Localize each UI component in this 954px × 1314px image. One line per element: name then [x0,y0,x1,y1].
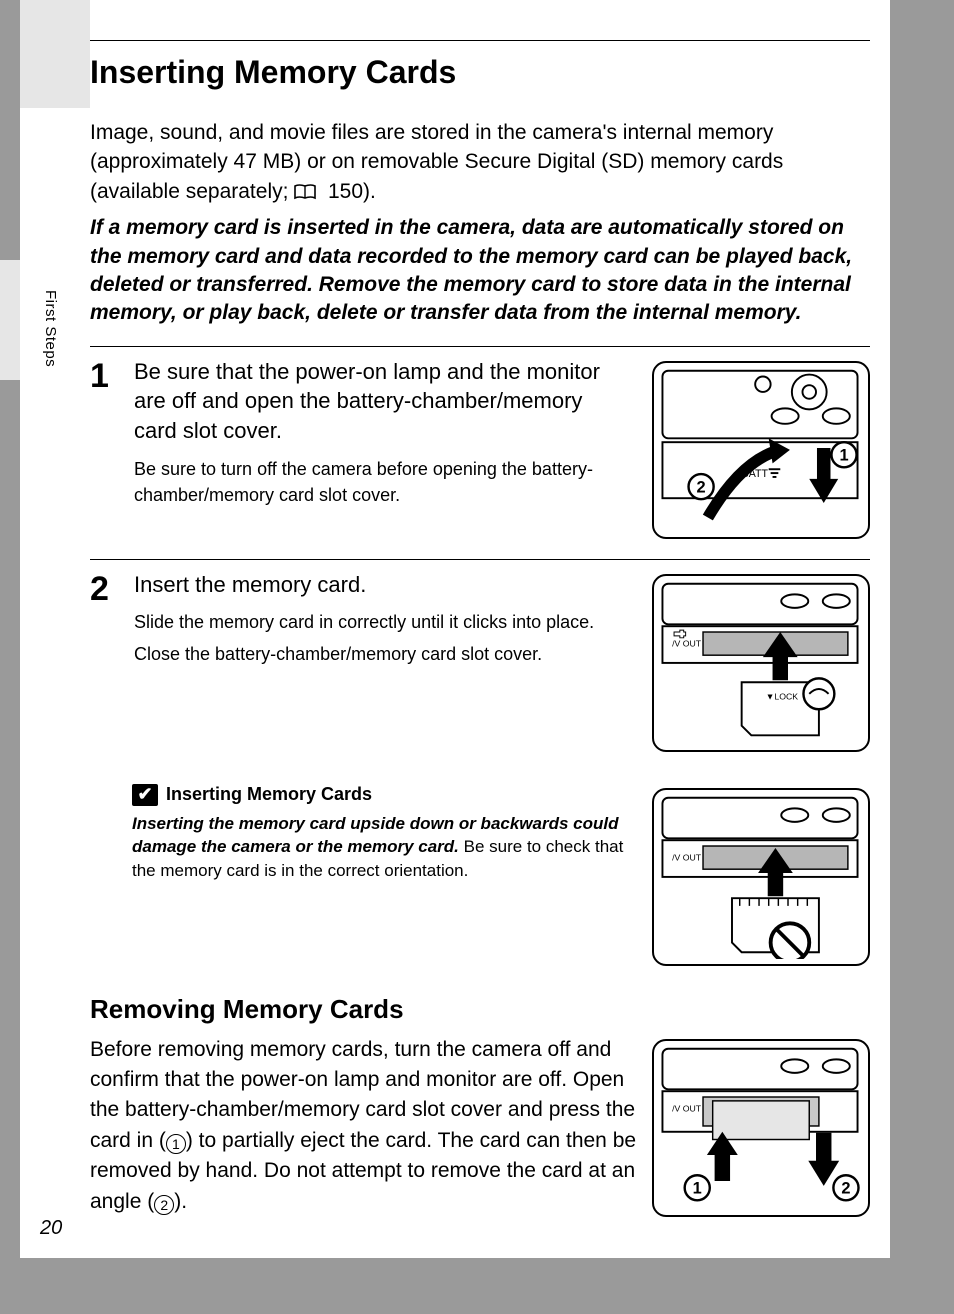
step-1: 1 Be sure that the power-on lamp and the… [90,347,870,560]
step-heading: Be sure that the power-on lamp and the m… [134,357,628,446]
check-icon: ✔ [132,784,158,806]
step-body: Insert the memory card. Slide the memory… [134,570,638,752]
step-number: 2 [90,570,120,752]
step-subtext: Be sure to turn off the camera before op… [134,456,628,508]
circled-1: 1 [166,1134,186,1154]
note-body: Inserting the memory card upside down or… [132,812,638,883]
removing-title: Removing Memory Cards [90,994,870,1025]
side-tab [0,260,20,380]
note-title: Inserting Memory Cards [166,784,372,805]
intro-paragraph: Image, sound, and movie files are stored… [90,118,870,208]
caution-note: ✔ Inserting Memory Cards Inserting the m… [90,784,870,976]
note-figure: /V OUT [652,784,870,966]
svg-text:1: 1 [693,1179,702,1197]
figure-insert-card: /V OUT ▼LOCK [652,574,870,752]
step-heading: Insert the memory card. [134,570,628,600]
svg-text:1: 1 [839,446,848,464]
svg-text:▼LOCK: ▼LOCK [766,691,798,701]
figure-wrong-orientation: /V OUT [652,788,870,966]
svg-text:/V OUT: /V OUT [672,638,702,648]
title-rule [90,40,870,41]
circled-2: 2 [154,1195,174,1215]
svg-text:2: 2 [697,478,706,496]
title-band: Inserting Memory Cards [20,0,890,108]
intro-text-a: Image, sound, and movie files are stored… [90,121,783,203]
emphasis-paragraph: If a memory card is inserted in the came… [90,214,870,327]
removing-row: Before removing memory cards, turn the c… [90,1035,870,1218]
removing-figure: /V OUT 1 2 [652,1035,870,1218]
note-text: ✔ Inserting Memory Cards Inserting the m… [90,784,638,966]
intro-ref: 150 [328,180,363,203]
intro-text-b: ). [363,180,376,203]
figure-remove-card: /V OUT 1 2 [652,1039,870,1217]
svg-text:/V OUT: /V OUT [672,852,702,862]
manual-page: First Steps Inserting Memory Cards Image… [20,0,890,1258]
svg-text:2: 2 [841,1179,850,1197]
step-number: 1 [90,357,120,539]
page-number: 20 [40,1217,62,1240]
step-2: 2 Insert the memory card. Slide the memo… [90,560,870,772]
figure-open-cover: BATT 1 2 [652,361,870,539]
step-body: Be sure that the power-on lamp and the m… [134,357,638,539]
content-area: Image, sound, and movie files are stored… [20,108,890,1217]
step-subtext: Slide the memory card in correctly until… [134,609,628,635]
removing-text: Before removing memory cards, turn the c… [90,1035,638,1218]
step-figure: /V OUT ▼LOCK [652,570,870,752]
note-title-row: ✔ Inserting Memory Cards [132,784,638,806]
svg-text:/V OUT: /V OUT [672,1103,702,1113]
removing-c: ). [174,1190,187,1213]
page-title: Inserting Memory Cards [90,54,456,91]
step-subtext: Close the battery-chamber/memory card sl… [134,641,628,667]
step-figure: BATT 1 2 [652,357,870,539]
book-icon [294,179,316,208]
